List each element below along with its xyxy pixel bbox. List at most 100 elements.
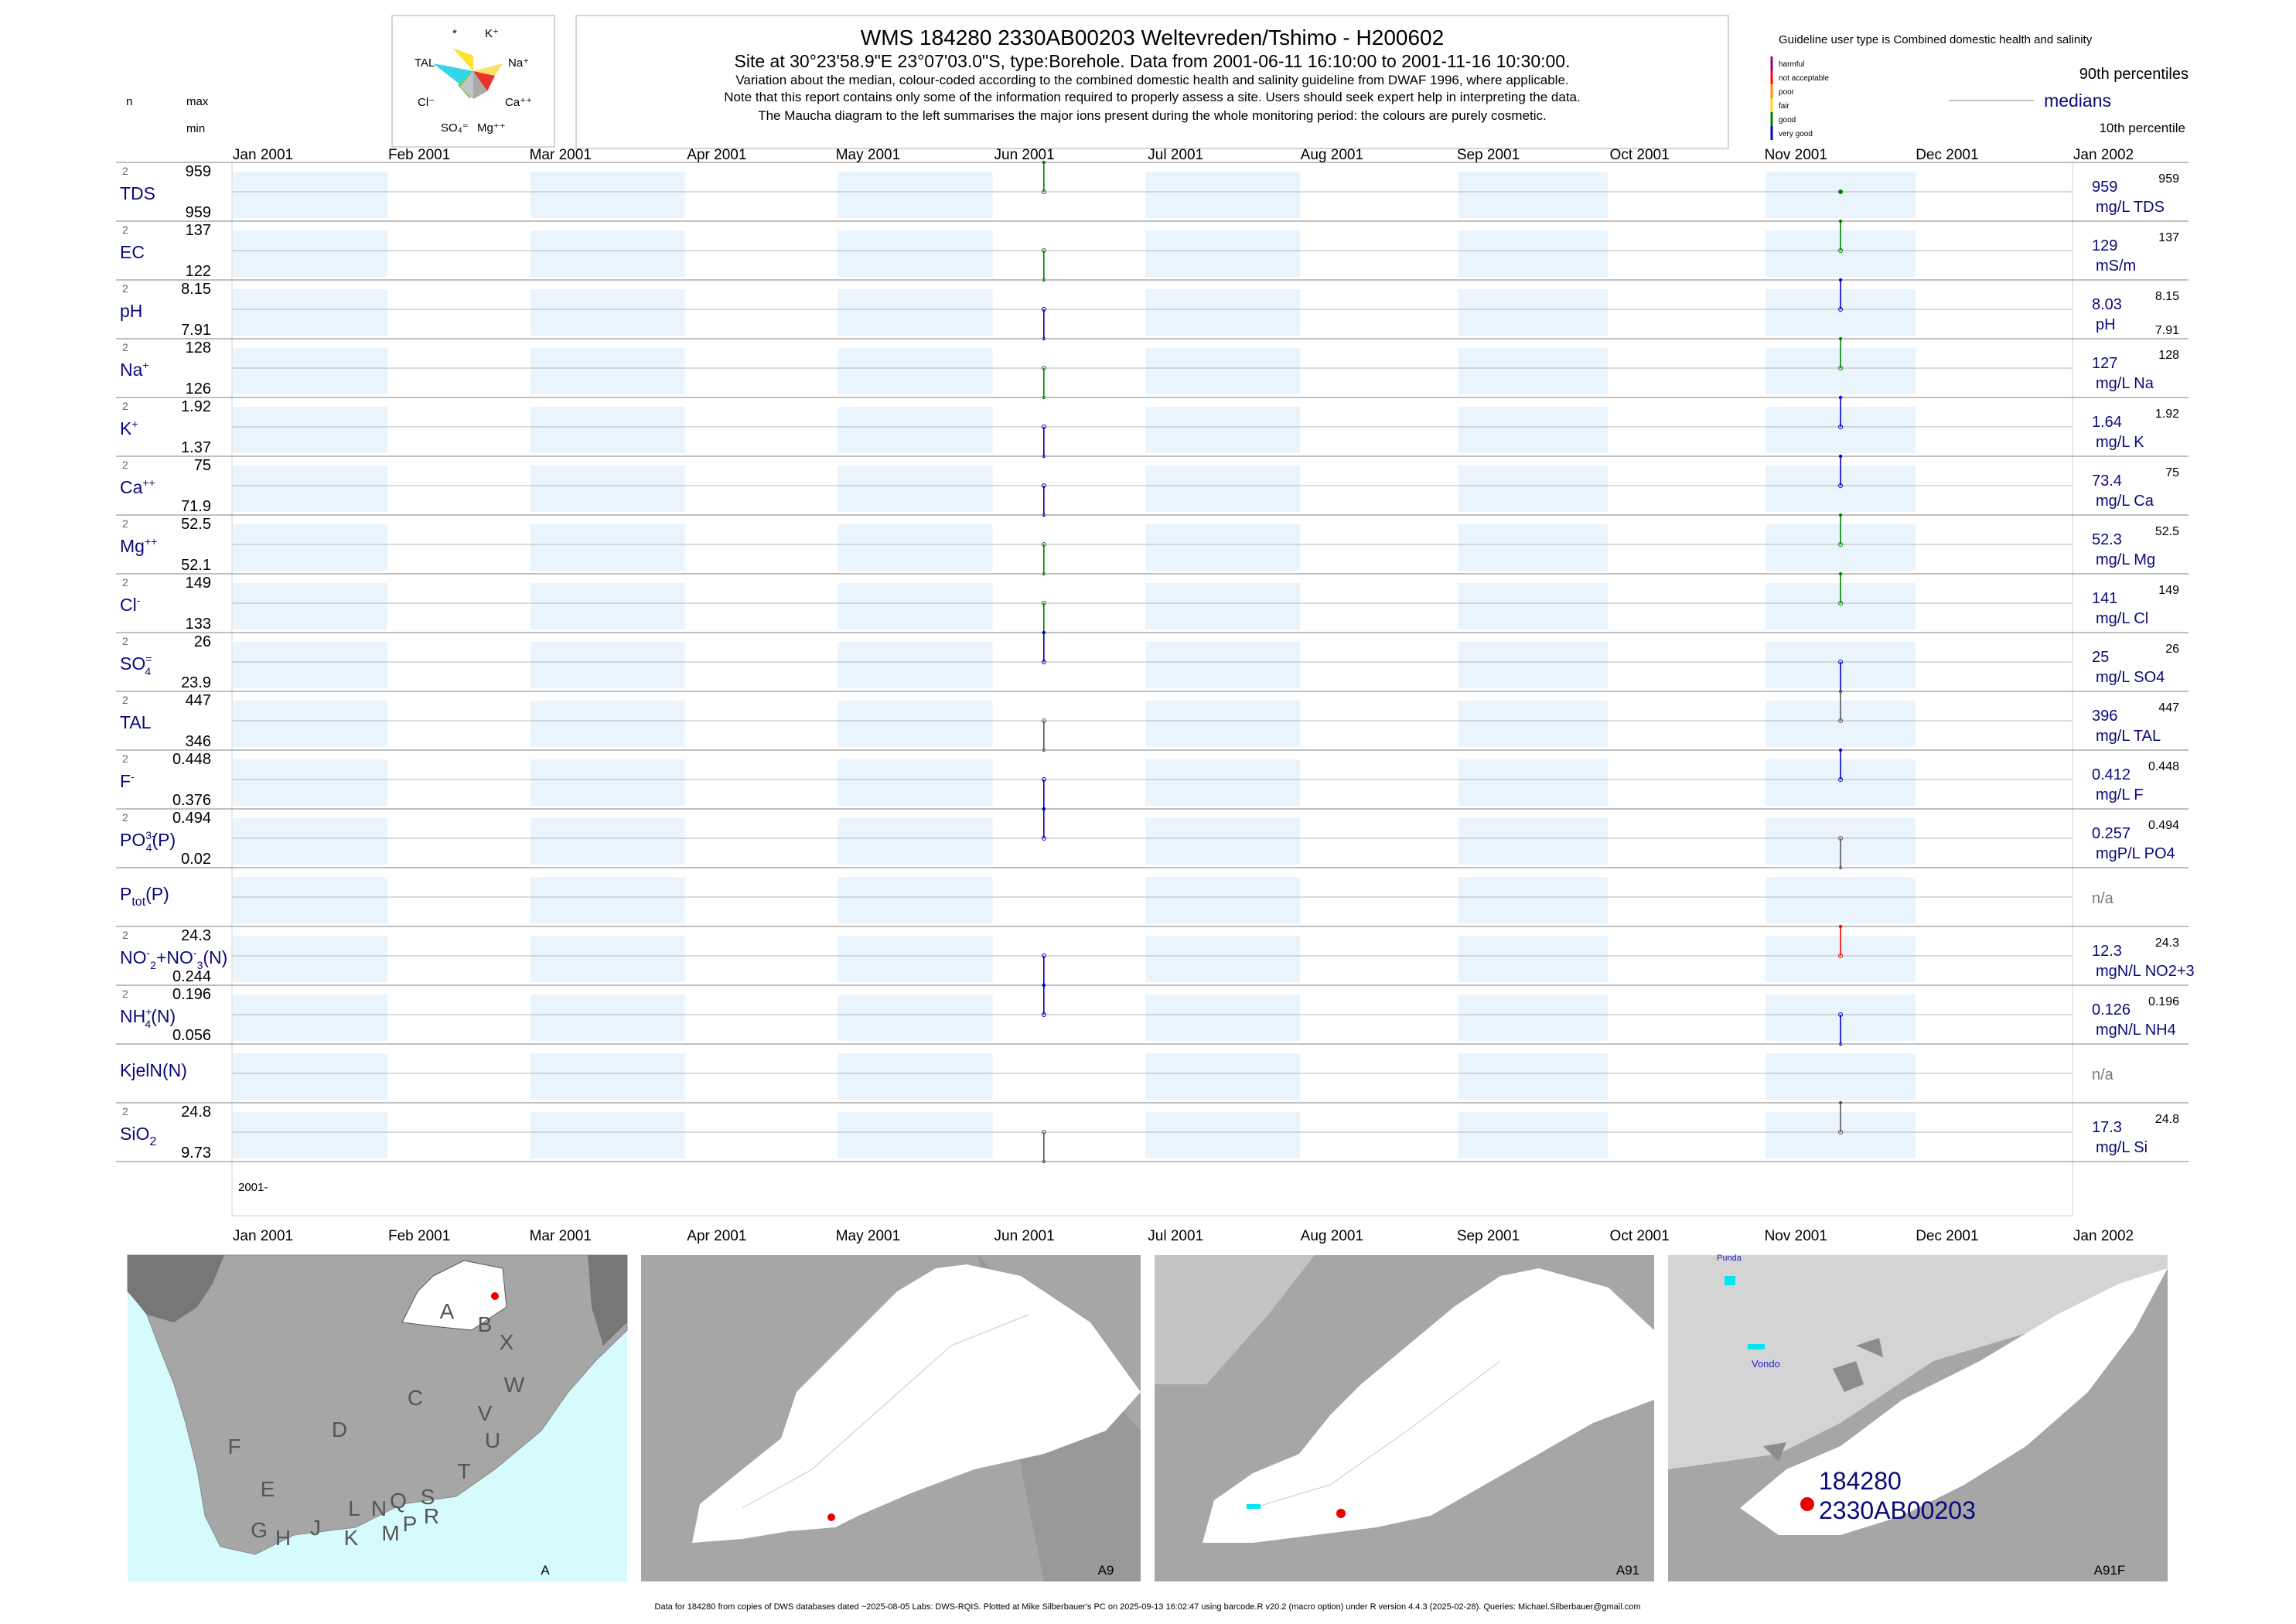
month-band xyxy=(1458,1112,1608,1158)
x-tick-label-bottom: Mar 2001 xyxy=(530,1228,592,1244)
panel-min: 9.73 xyxy=(181,1145,211,1162)
report-footer: Data for 184280 from copies of DWS datab… xyxy=(655,1602,1641,1612)
drainage-letter: L xyxy=(348,1496,360,1520)
month-band xyxy=(1145,701,1300,747)
panel-unit: mgP/L PO4 xyxy=(2096,845,2175,862)
month-band xyxy=(233,230,387,277)
month-band xyxy=(1458,818,1608,865)
month-band xyxy=(1458,407,1608,453)
sample-point xyxy=(1839,925,1842,928)
x-tick-label-bottom: May 2001 xyxy=(836,1228,900,1244)
map-a91f-site-code: 2330AB00203 xyxy=(1819,1496,1976,1524)
legend-level-label: harmful xyxy=(1779,60,1804,69)
panel-min: 52.1 xyxy=(181,557,211,574)
month-band xyxy=(233,1112,387,1158)
x-tick-label-top: Aug 2001 xyxy=(1301,147,1363,163)
column-header-max: max xyxy=(186,95,209,108)
panel-median-value: 1.64 xyxy=(2092,414,2122,431)
panel-n: 2 xyxy=(122,1105,128,1117)
panel-unit: mg/L TAL xyxy=(2096,728,2161,745)
month-band xyxy=(1765,172,1916,218)
month-band xyxy=(1145,818,1300,865)
panel-parameter-label: SiO2 xyxy=(120,1124,156,1148)
month-band xyxy=(233,524,387,571)
report-header: WMS 184280 2330AB00203 Weltevreden/Tshim… xyxy=(576,15,1728,148)
month-band xyxy=(838,759,992,806)
panel-median-value: 73.4 xyxy=(2092,473,2122,490)
drainage-letter: U xyxy=(485,1428,500,1452)
legend-level-label: very good xyxy=(1779,130,1813,138)
panel-unit: mg/L K xyxy=(2096,434,2144,451)
month-band xyxy=(1458,877,1608,923)
month-band xyxy=(531,818,685,865)
month-band xyxy=(531,759,685,806)
month-band xyxy=(1458,466,1608,512)
panel-n: 2 xyxy=(122,165,128,177)
drainage-letter: K xyxy=(344,1526,359,1550)
panel-max: 128 xyxy=(186,339,211,357)
month-band xyxy=(1145,1112,1300,1158)
month-band xyxy=(531,995,685,1041)
month-band xyxy=(1458,936,1608,982)
sample-point xyxy=(1839,749,1842,752)
panel-n: 2 xyxy=(122,517,128,530)
panel-parameter-label: TDS xyxy=(120,183,155,203)
legend-guideline-title: Guideline user type is Combined domestic… xyxy=(1779,33,2093,46)
x-tick-label-bottom: Feb 2001 xyxy=(388,1228,450,1244)
panel-median-value: 0.126 xyxy=(2092,1001,2131,1018)
month-band xyxy=(1458,348,1608,394)
x-axis-top: Jan 2001 Feb 2001 Mar 2001 Apr 2001 May 2001… xyxy=(233,147,2134,163)
map-a9: A9 xyxy=(641,1255,1141,1581)
panel-n: 2 xyxy=(122,282,128,295)
panel-max: 959 xyxy=(186,163,211,180)
month-band xyxy=(838,524,992,571)
legend-p10-label: 10th percentile xyxy=(2099,121,2185,135)
map-a91f: Vondo Punda 184280 2330AB00203 A91F xyxy=(1668,1254,2168,1581)
panel-min: 959 xyxy=(186,204,211,221)
sample-point xyxy=(1042,807,1046,810)
legend-levels: harmfulnot acceptablepoorfairgoodvery go… xyxy=(1772,56,1829,140)
panel-parameter-label: Ptot(P) xyxy=(120,884,169,909)
month-band xyxy=(531,642,685,688)
x-tick-label-bottom: Jun 2001 xyxy=(994,1228,1055,1244)
x-tick-label-bottom: Dec 2001 xyxy=(1916,1228,1978,1244)
month-band xyxy=(233,995,387,1041)
drainage-letter: H xyxy=(275,1526,291,1550)
drainage-letter: J xyxy=(310,1516,321,1540)
drainage-letter: W xyxy=(504,1373,525,1397)
drainage-letter: V xyxy=(478,1401,493,1425)
report-subtitle: Site at 30°23'58.9"E 23°07'03.0"S, type:… xyxy=(735,51,1571,71)
month-band xyxy=(838,172,992,218)
month-band xyxy=(838,230,992,277)
report-note-2: Note that this report contains only some… xyxy=(724,90,1580,104)
panel-unit: mgN/L NO2+3 xyxy=(2096,963,2195,980)
sample-point xyxy=(1839,690,1842,693)
x-tick-label-bottom: Apr 2001 xyxy=(687,1228,746,1244)
map-a91f-place-punda: Punda xyxy=(1717,1254,1742,1263)
month-band xyxy=(838,1053,992,1100)
month-band xyxy=(531,230,685,277)
panel-p90: 1.92 xyxy=(2155,408,2179,421)
panel-unit: mg/L TDS xyxy=(2096,199,2165,216)
panel-max: 1.92 xyxy=(181,398,211,415)
map-a91: A91 xyxy=(1155,1255,1654,1581)
month-band xyxy=(1145,759,1300,806)
month-band xyxy=(1458,583,1608,629)
map-a91-site-marker xyxy=(1336,1509,1346,1518)
month-band xyxy=(531,701,685,747)
x-tick-label-top: Dec 2001 xyxy=(1916,147,1978,163)
panel-p90: 24.3 xyxy=(2155,937,2179,950)
drainage-letter: B xyxy=(478,1312,493,1336)
x-tick-label-bottom: Sep 2001 xyxy=(1457,1228,1520,1244)
month-band xyxy=(1765,877,1916,923)
x-tick-label-top: Oct 2001 xyxy=(1610,147,1670,163)
panel-p90: 447 xyxy=(2158,701,2179,715)
report-title: WMS 184280 2330AB00203 Weltevreden/Tshim… xyxy=(861,26,1444,49)
panel-median-value: 12.3 xyxy=(2092,943,2122,960)
month-band xyxy=(531,289,685,336)
x-tick-label-top: Feb 2001 xyxy=(388,147,450,163)
column-header-n: n xyxy=(126,95,132,108)
panel-median-value: 396 xyxy=(2092,708,2117,725)
drainage-letter: X xyxy=(500,1330,514,1354)
legend-level-label: not acceptable xyxy=(1779,74,1829,83)
